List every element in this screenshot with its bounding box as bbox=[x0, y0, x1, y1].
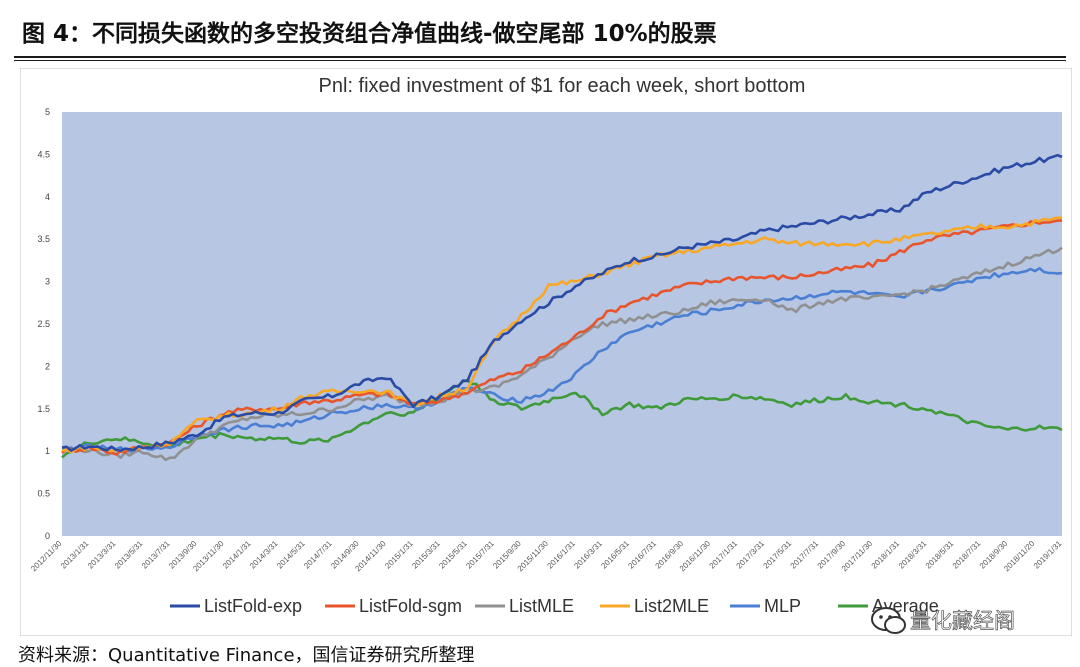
series-lines bbox=[61, 153, 1063, 462]
legend-label: ListFold-sgm bbox=[359, 596, 462, 616]
wechat-icon bbox=[871, 607, 906, 634]
series-line-list2mle bbox=[61, 216, 1063, 454]
watermark-text: 量化藏经阁 bbox=[910, 609, 1015, 633]
y-tick-label: 2 bbox=[45, 361, 50, 371]
series-line-mlp bbox=[61, 267, 1063, 453]
series-line-listfold-sgm bbox=[61, 219, 1063, 456]
y-tick-label: 3 bbox=[45, 277, 50, 287]
plot-area bbox=[62, 112, 1062, 536]
y-tick-label: 5 bbox=[45, 107, 50, 117]
figure-title: 图 4：不同损失函数的多空投资组合净值曲线-做空尾部 10%的股票 bbox=[22, 21, 717, 47]
y-tick-label: 1 bbox=[45, 446, 50, 456]
legend-label: List2MLE bbox=[634, 596, 709, 616]
series-line-listmle bbox=[61, 246, 1063, 462]
watermark: 量化藏经阁 bbox=[871, 607, 1015, 634]
series-line-average bbox=[61, 378, 1063, 459]
legend-label: ListMLE bbox=[509, 596, 574, 616]
header-rule-thin bbox=[14, 60, 1066, 61]
y-axis: 0 0.5 1 1.5 2 2.5 3 3.5 4 4.5 5 bbox=[37, 107, 50, 541]
y-tick-label: 3.5 bbox=[37, 234, 50, 244]
y-tick-label: 4.5 bbox=[37, 149, 50, 159]
y-tick-label: 1.5 bbox=[37, 404, 50, 414]
source-note: 资料来源：Quantitative Finance，国信证券研究所整理 bbox=[18, 645, 475, 666]
legend-label: ListFold-exp bbox=[204, 596, 302, 616]
chart: Pnl: fixed investment of $1 for each wee… bbox=[20, 68, 1072, 636]
y-tick-label: 4 bbox=[45, 192, 50, 202]
y-tick-label: 0.5 bbox=[37, 489, 50, 499]
header-rule bbox=[14, 56, 1066, 58]
y-tick-label: 2.5 bbox=[37, 319, 50, 329]
chart-svg: Pnl: fixed investment of $1 for each wee… bbox=[20, 68, 1072, 636]
y-tick-label: 0 bbox=[45, 531, 50, 541]
series-line-listfold-exp bbox=[61, 153, 1063, 453]
legend-label: MLP bbox=[764, 596, 801, 616]
chart-title: Pnl: fixed investment of $1 for each wee… bbox=[319, 75, 806, 97]
figure-header: 图 4：不同损失函数的多空投资组合净值曲线-做空尾部 10%的股票 bbox=[0, 0, 1080, 62]
